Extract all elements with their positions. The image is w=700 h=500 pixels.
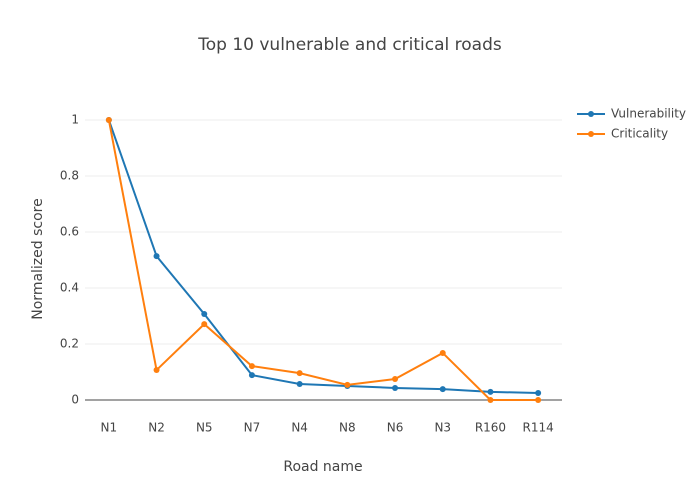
y-tick-label: 0.2 [60,337,79,351]
data-point [296,370,303,377]
data-point [535,390,542,397]
legend-label: Criticality [611,127,668,141]
series-line [107,119,539,395]
data-point [296,381,303,388]
data-point [439,386,446,393]
data-point [392,384,399,391]
data-point [153,367,160,374]
y-tick-label: 0 [71,393,79,407]
data-point [487,397,494,404]
data-point [201,311,208,318]
x-axis-title: Road name [283,459,362,475]
y-tick-label: 0.6 [60,224,79,238]
x-tick-label: N6 [387,421,404,435]
data-point [439,349,446,356]
x-tick-label: N7 [244,421,261,435]
legend-marker [588,131,594,137]
x-tick-label: N3 [434,421,451,435]
series-line [107,119,539,402]
x-tick-label: N4 [291,421,308,435]
y-tick-label: 0.8 [60,168,79,182]
y-axis-title: Normalized score [30,198,46,319]
y-tick-label: 1 [71,112,79,126]
x-tick-label: N2 [148,421,165,435]
x-tick-label: N1 [101,421,118,435]
x-tick-label: N8 [339,421,356,435]
data-point [201,321,208,328]
y-tick-label: 0.4 [60,280,79,294]
data-point [392,376,399,383]
data-point [344,381,351,388]
data-point [153,253,160,260]
data-point [535,397,542,404]
x-tick-label: N5 [196,421,213,435]
legend-label: Vulnerability [611,107,686,121]
x-tick-label: R114 [523,421,554,435]
data-point [248,372,255,379]
data-point [487,388,494,395]
legend-marker [588,111,594,117]
x-tick-label: R160 [475,421,506,435]
data-point [105,116,112,123]
chart-title: Top 10 vulnerable and critical roads [197,35,502,55]
data-point [248,363,255,370]
